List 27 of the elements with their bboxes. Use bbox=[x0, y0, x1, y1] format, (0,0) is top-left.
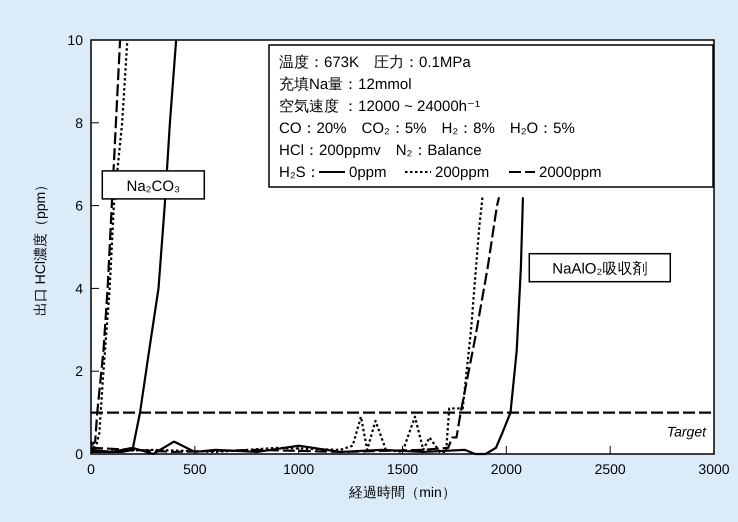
annotation: 温度：673K 圧力：0.1MPa bbox=[279, 54, 472, 71]
y-tick-label: 10 bbox=[67, 32, 84, 48]
legend-title: H₂S： bbox=[279, 164, 321, 181]
ref-line-label: Target bbox=[666, 424, 708, 440]
y-tick-label: 8 bbox=[75, 114, 84, 131]
annotation: Na₂CO₃ bbox=[126, 178, 180, 195]
x-tick-label: 3000 bbox=[698, 461, 730, 477]
annotation: CO：20% CO₂：5% H₂：8% H₂O：5% bbox=[279, 120, 575, 137]
annotation: 充填Na量：12mmol bbox=[279, 76, 412, 93]
legend-label: 0ppm bbox=[349, 164, 387, 181]
annotation: 空気速度 ：12000 ~ 24000h⁻¹ bbox=[279, 98, 480, 115]
legend-label: 200ppm bbox=[435, 164, 490, 181]
y-axis-title: 出口 HCl濃度（ppm） bbox=[32, 178, 48, 316]
legend-label: 2000ppm bbox=[539, 164, 602, 181]
x-tick-label: 500 bbox=[183, 461, 207, 477]
y-tick-label: 6 bbox=[75, 198, 84, 214]
y-tick-label: 0 bbox=[75, 446, 84, 462]
x-tick-label: 1500 bbox=[386, 461, 418, 477]
x-axis-title: 経過時間（min） bbox=[348, 484, 456, 500]
y-tick-label: 2 bbox=[75, 363, 84, 380]
x-tick-label: 1000 bbox=[283, 461, 314, 477]
annotation: NaAlO₂吸収剤 bbox=[552, 260, 648, 278]
y-tick-label: 4 bbox=[75, 280, 84, 296]
annotation: HCl：200ppmv N₂：Balance bbox=[279, 142, 482, 159]
x-tick-label: 2500 bbox=[594, 461, 626, 477]
x-tick-label: 2000 bbox=[490, 461, 522, 477]
x-tick-label: 0 bbox=[87, 461, 96, 477]
